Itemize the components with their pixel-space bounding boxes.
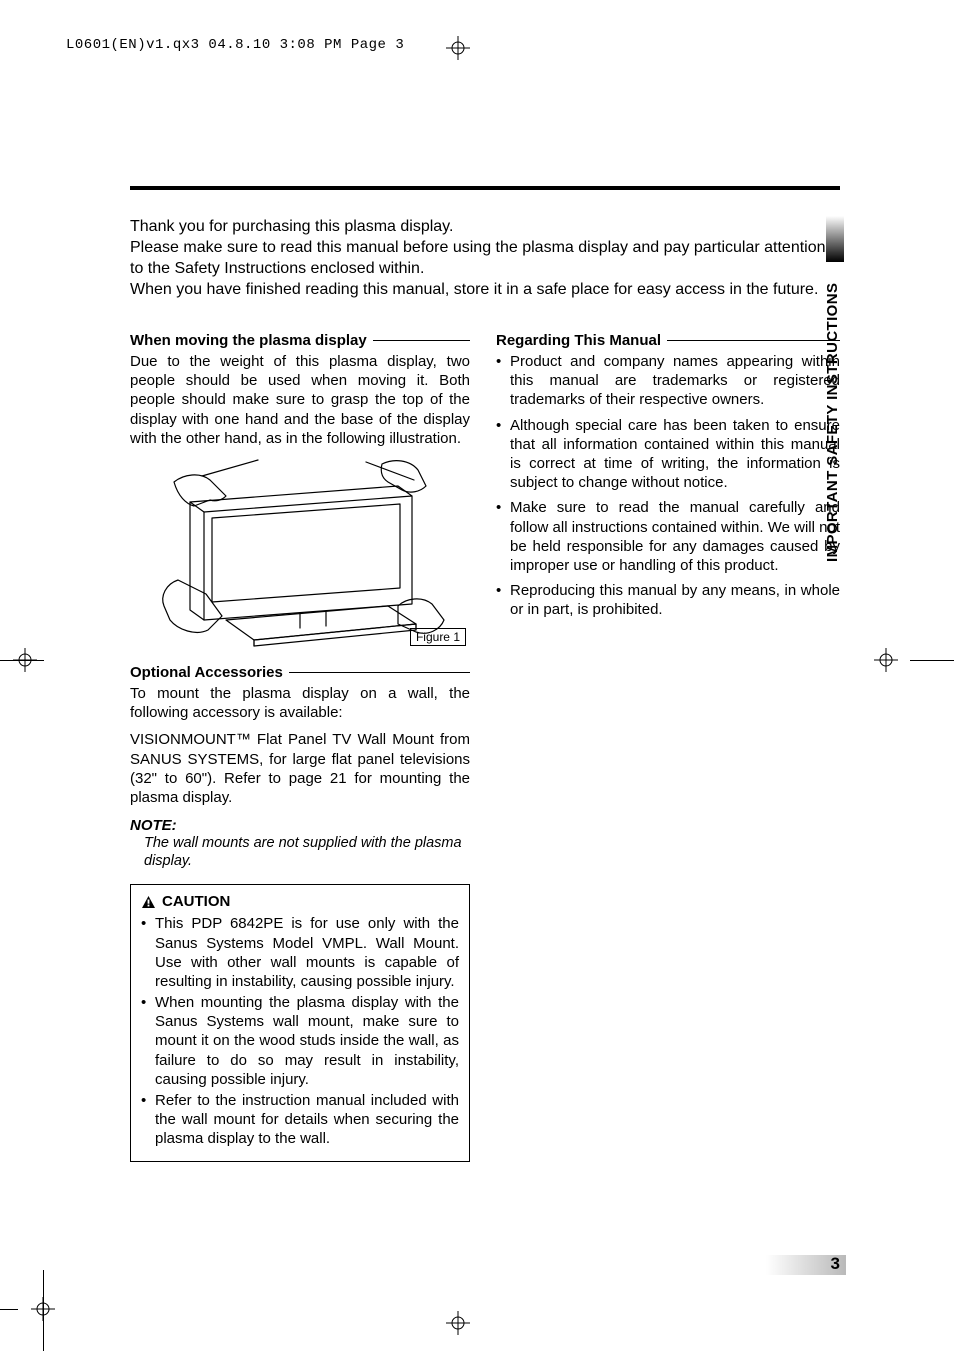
crop-mark [910, 660, 954, 661]
intro-line: Please make sure to read this manual bef… [130, 237, 840, 279]
section-heading-moving: When moving the plasma display [130, 332, 470, 349]
registration-mark [446, 36, 470, 60]
figure-label: Figure 1 [410, 628, 466, 646]
regarding-item: Product and company names appearing with… [496, 352, 840, 410]
accessories-body-1: To mount the plasma display on a wall, t… [130, 684, 470, 722]
registration-mark [874, 648, 898, 672]
intro-text: Thank you for purchasing this plasma dis… [130, 216, 840, 300]
heading-text: When moving the plasma display [130, 332, 367, 349]
right-column: Regarding This Manual Product and compan… [496, 332, 840, 625]
note-body: The wall mounts are not supplied with th… [130, 834, 470, 870]
figure-1-illustration [130, 456, 470, 652]
regarding-item: Make sure to read the manual carefully a… [496, 498, 840, 575]
registration-mark [446, 1311, 470, 1335]
heading-text: Regarding This Manual [496, 332, 661, 349]
caution-item: When mounting the plasma display with th… [141, 993, 459, 1089]
caution-label: CAUTION [162, 893, 230, 910]
registration-mark [31, 1297, 55, 1321]
warning-icon [141, 895, 156, 909]
section-heading-regarding: Regarding This Manual [496, 332, 840, 349]
caution-box: CAUTION This PDP 6842PE is for use only … [130, 884, 470, 1161]
caution-list: This PDP 6842PE is for use only with the… [141, 914, 459, 1148]
section-heading-accessories: Optional Accessories [130, 664, 470, 681]
crop-mark [0, 1309, 18, 1310]
moving-body: Due to the weight of this plasma display… [130, 352, 470, 448]
intro-line: When you have finished reading this manu… [130, 279, 840, 300]
accessories-body-2: VISIONMOUNT™ Flat Panel TV Wall Mount fr… [130, 730, 470, 807]
registration-mark [13, 648, 37, 672]
manual-page: L0601(EN)v1.qx3 04.8.10 3:08 PM Page 3 I… [0, 0, 954, 1351]
heading-rule [373, 340, 470, 341]
regarding-item: Reproducing this manual by any means, in… [496, 581, 840, 619]
regarding-item: Although special care has been taken to … [496, 416, 840, 493]
heading-text: Optional Accessories [130, 664, 283, 681]
caution-item: Refer to the instruction manual included… [141, 1091, 459, 1149]
caution-item: This PDP 6842PE is for use only with the… [141, 914, 459, 991]
note-heading: NOTE: [130, 817, 470, 834]
figure-1: Figure 1 [130, 456, 470, 646]
caution-heading: CAUTION [141, 893, 459, 910]
regarding-list: Product and company names appearing with… [496, 352, 840, 619]
page-number: 3 [831, 1254, 840, 1274]
print-file-header: L0601(EN)v1.qx3 04.8.10 3:08 PM Page 3 [66, 37, 404, 53]
header-rule [130, 186, 840, 190]
heading-rule [289, 672, 470, 673]
left-column: When moving the plasma display Due to th… [130, 332, 470, 1162]
heading-rule [667, 340, 840, 341]
intro-line: Thank you for purchasing this plasma dis… [130, 216, 840, 237]
